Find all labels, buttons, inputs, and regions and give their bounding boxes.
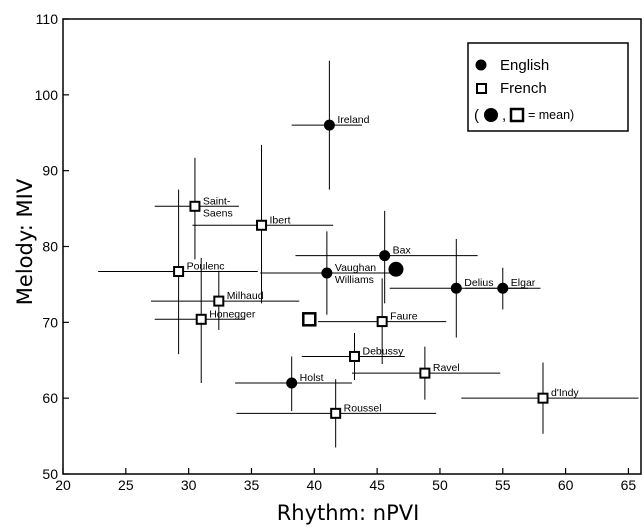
x-axis-title: Rhythm: nPVI [277, 501, 420, 525]
legend: English French ( , = mean) [467, 42, 629, 132]
point-holst [286, 377, 298, 389]
x-axis-ticks: 20 25 30 35 40 45 50 55 60 65 [55, 468, 636, 493]
label-poulenc: Poulenc [187, 261, 225, 273]
label-delius: Delius [464, 277, 493, 289]
label-honegger: Honegger [209, 308, 256, 320]
mean-french [302, 312, 317, 327]
label-roussel: Roussel [344, 402, 382, 414]
legend-mean-square [509, 107, 525, 123]
point-delius [450, 282, 462, 294]
legend-mean-circle [484, 108, 498, 122]
y-axis-title: Melody: MIV [13, 178, 37, 305]
y-tick-label: 50 [42, 466, 58, 482]
y-tick-label: 90 [42, 163, 58, 179]
legend-mean-open: ( [474, 107, 479, 124]
point-debussy [349, 350, 361, 362]
point-bax [379, 250, 391, 262]
point-elgar [497, 282, 509, 294]
x-tick-label: 40 [307, 477, 323, 493]
y-axis-ticks: 50 60 70 80 90 100 110 [35, 11, 69, 482]
label-saint-saens: Saint- [203, 195, 231, 207]
x-tick-label: 35 [244, 477, 260, 493]
label-saint-saens: Saens [203, 207, 233, 219]
x-tick-label: 45 [369, 477, 385, 493]
x-tick-label: 20 [55, 477, 71, 493]
legend-french-marker [476, 83, 487, 94]
label-ibert: Ibert [270, 214, 291, 226]
label-vaughan-williams: Williams [335, 274, 374, 286]
legend-french-label: French [500, 80, 547, 97]
point-saint-saens [189, 200, 201, 212]
label-faure: Faure [390, 311, 418, 323]
label-d-indy: d'Indy [551, 387, 579, 399]
point-ibert [256, 219, 268, 231]
y-tick-label: 60 [42, 390, 58, 406]
point-vaughan-williams [321, 267, 333, 279]
point-faure [376, 316, 388, 328]
label-holst: Holst [300, 372, 324, 384]
label-bax: Bax [393, 245, 412, 257]
x-tick-label: 50 [432, 477, 448, 493]
legend-mean-sep: , [502, 107, 506, 124]
x-tick-label: 60 [558, 477, 574, 493]
point-milhaud [213, 295, 225, 307]
y-tick-label: 110 [36, 11, 59, 27]
data-markers [173, 119, 549, 419]
label-ravel: Ravel [433, 362, 460, 374]
legend-english-label: English [500, 57, 549, 74]
legend-mean-label: = mean) [528, 108, 574, 122]
point-poulenc [173, 266, 185, 278]
x-tick-label: 25 [118, 477, 134, 493]
point-roussel [330, 407, 342, 419]
point-honegger [195, 313, 207, 325]
y-tick-label: 80 [42, 239, 58, 255]
y-tick-label: 100 [35, 87, 59, 103]
x-tick-label: 30 [181, 477, 197, 493]
mean-markers [302, 261, 404, 327]
label-elgar: Elgar [511, 277, 536, 289]
legend-english-marker [475, 59, 487, 71]
point-ireland [323, 119, 335, 131]
x-tick-label: 55 [495, 477, 511, 493]
y-tick-label: 70 [42, 314, 58, 330]
label-debussy: Debussy [363, 345, 405, 357]
point-ravel [419, 367, 431, 379]
label-vaughan-williams: Vaughan [335, 262, 376, 274]
mean-english [388, 261, 404, 277]
x-tick-label: 65 [621, 477, 637, 493]
label-ireland: Ireland [337, 114, 369, 126]
point-d-indy [537, 392, 549, 404]
label-milhaud: Milhaud [227, 290, 264, 302]
